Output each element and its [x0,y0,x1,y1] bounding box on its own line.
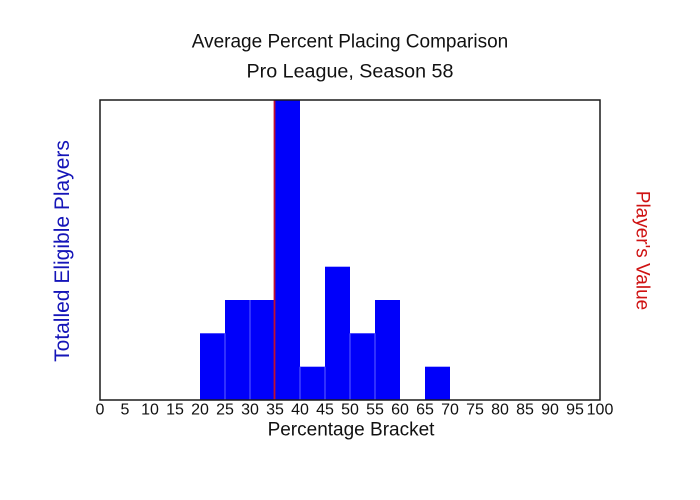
svg-text:5: 5 [121,402,130,419]
svg-text:60: 60 [391,402,409,419]
svg-text:90: 90 [541,402,559,419]
svg-text:100: 100 [587,402,614,419]
svg-text:75: 75 [466,402,484,419]
svg-text:20: 20 [191,402,209,419]
svg-text:85: 85 [516,402,534,419]
svg-text:30: 30 [241,402,259,419]
svg-text:50: 50 [341,402,359,419]
svg-text:Pro League, Season 58: Pro League, Season 58 [247,61,454,83]
svg-text:Average Percent Placing Compar: Average Percent Placing Comparison [192,32,509,53]
svg-text:40: 40 [291,402,309,419]
svg-text:Percentage Bracket: Percentage Bracket [268,420,436,441]
svg-text:65: 65 [416,402,434,419]
svg-text:95: 95 [566,402,584,419]
svg-text:Player's Value: Player's Value [632,191,653,310]
svg-text:Totalled Eligible Players: Totalled Eligible Players [51,140,74,362]
svg-text:35: 35 [266,402,284,419]
svg-text:70: 70 [441,402,459,419]
svg-text:15: 15 [166,402,184,419]
svg-text:0: 0 [96,402,105,419]
svg-text:25: 25 [216,402,234,419]
svg-text:10: 10 [141,402,159,419]
svg-text:55: 55 [366,402,384,419]
svg-text:45: 45 [316,402,334,419]
svg-text:80: 80 [491,402,509,419]
